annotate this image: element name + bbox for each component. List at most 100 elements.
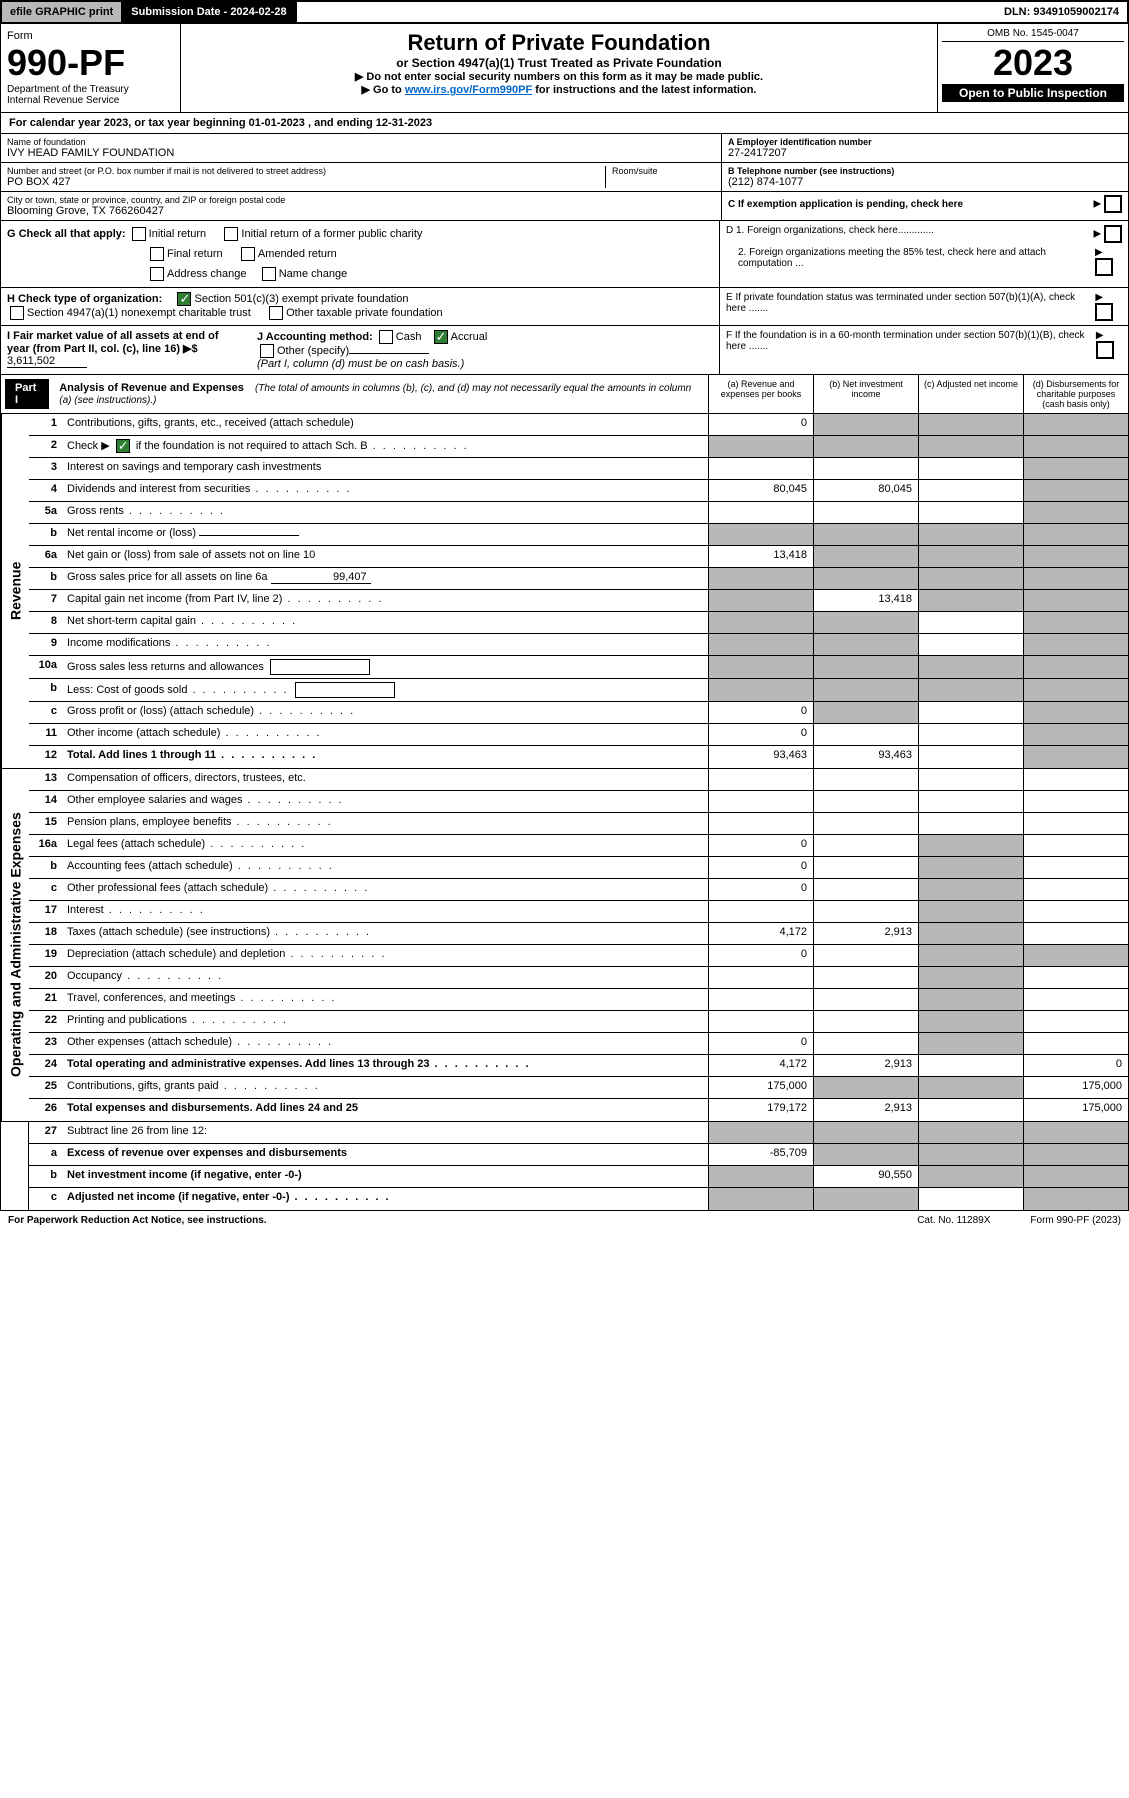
line-10c: Gross profit or (loss) (attach schedule) bbox=[63, 702, 708, 723]
j-note: (Part I, column (d) must be on cash basi… bbox=[257, 358, 464, 370]
accrual-checkbox[interactable] bbox=[434, 330, 448, 344]
line-14: Other employee salaries and wages bbox=[63, 791, 708, 812]
line-27c: Adjusted net income (if negative, enter … bbox=[63, 1188, 708, 1210]
form-footer: Form 990-PF (2023) bbox=[1030, 1215, 1121, 1226]
form990pf-link[interactable]: www.irs.gov/Form990PF bbox=[405, 84, 532, 96]
omb-number: OMB No. 1545-0047 bbox=[942, 28, 1124, 42]
h2-checkbox[interactable] bbox=[10, 306, 24, 320]
part1-label: Part I bbox=[5, 379, 49, 409]
line-27b: Net investment income (if negative, ente… bbox=[63, 1166, 708, 1187]
amended-return-checkbox[interactable] bbox=[241, 247, 255, 261]
city-label: City or town, state or province, country… bbox=[7, 195, 715, 205]
initial-return-checkbox[interactable] bbox=[132, 227, 146, 241]
line-9: Income modifications bbox=[63, 634, 708, 655]
d1-checkbox[interactable] bbox=[1104, 225, 1122, 243]
d1-label: D 1. Foreign organizations, check here..… bbox=[726, 225, 934, 243]
open-public: Open to Public Inspection bbox=[942, 84, 1124, 102]
line-8: Net short-term capital gain bbox=[63, 612, 708, 633]
col-b-header: (b) Net investment income bbox=[813, 375, 918, 413]
ein-label: A Employer identification number bbox=[728, 137, 1122, 147]
g-label: G Check all that apply: bbox=[7, 228, 126, 240]
line-23: Other expenses (attach schedule) bbox=[63, 1033, 708, 1054]
f-label: F If the foundation is in a 60-month ter… bbox=[726, 330, 1096, 370]
cash-checkbox[interactable] bbox=[379, 330, 393, 344]
phone-value: (212) 874-1077 bbox=[728, 176, 1122, 188]
ssn-note: ▶ Do not enter social security numbers o… bbox=[187, 70, 931, 83]
i-value: 3,611,502 bbox=[7, 355, 87, 368]
line-18: Taxes (attach schedule) (see instruction… bbox=[63, 923, 708, 944]
e-checkbox[interactable] bbox=[1095, 303, 1113, 321]
form-subtitle: or Section 4947(a)(1) Trust Treated as P… bbox=[187, 56, 931, 70]
expenses-section: Operating and Administrative Expenses 13… bbox=[0, 769, 1129, 1122]
foundation-info: Name of foundation IVY HEAD FAMILY FOUND… bbox=[0, 134, 1129, 221]
form-header: Form 990-PF Department of the Treasury I… bbox=[0, 24, 1129, 113]
line-5b: Net rental income or (loss) bbox=[63, 524, 708, 545]
form-word: Form bbox=[7, 30, 174, 42]
name-change-checkbox[interactable] bbox=[262, 267, 276, 281]
section-g: G Check all that apply: Initial return I… bbox=[0, 221, 1129, 288]
line-6a: Net gain or (loss) from sale of assets n… bbox=[63, 546, 708, 567]
line-3: Interest on savings and temporary cash i… bbox=[63, 458, 708, 479]
c-label: C If exemption application is pending, c… bbox=[728, 199, 963, 210]
line-24: Total operating and administrative expen… bbox=[63, 1055, 708, 1076]
revenue-section: Revenue 1Contributions, gifts, grants, e… bbox=[0, 414, 1129, 769]
line-7: Capital gain net income (from Part IV, l… bbox=[63, 590, 708, 611]
irs: Internal Revenue Service bbox=[7, 95, 174, 106]
tax-year: 2023 bbox=[942, 42, 1124, 84]
line-10a: Gross sales less returns and allowances bbox=[63, 656, 708, 678]
i-label: I Fair market value of all assets at end… bbox=[7, 330, 219, 355]
foundation-name: IVY HEAD FAMILY FOUNDATION bbox=[7, 147, 715, 159]
form-title: Return of Private Foundation bbox=[187, 30, 931, 56]
final-return-checkbox[interactable] bbox=[150, 247, 164, 261]
j-label: J Accounting method: bbox=[257, 331, 373, 343]
line-11: Other income (attach schedule) bbox=[63, 724, 708, 745]
part1-header-row: Part I Analysis of Revenue and Expenses … bbox=[0, 375, 1129, 414]
line-1: Contributions, gifts, grants, etc., rece… bbox=[63, 414, 708, 435]
line-16a: Legal fees (attach schedule) bbox=[63, 835, 708, 856]
line-6b: Gross sales price for all assets on line… bbox=[63, 568, 708, 589]
goto-note: ▶ Go to www.irs.gov/Form990PF for instru… bbox=[187, 83, 931, 96]
cat-no: Cat. No. 11289X bbox=[917, 1215, 990, 1226]
section-ij: I Fair market value of all assets at end… bbox=[0, 326, 1129, 375]
line-5a: Gross rents bbox=[63, 502, 708, 523]
initial-former-checkbox[interactable] bbox=[224, 227, 238, 241]
room-label: Room/suite bbox=[612, 166, 715, 176]
col-d-header: (d) Disbursements for charitable purpose… bbox=[1023, 375, 1128, 413]
foundation-address: PO BOX 427 bbox=[7, 176, 605, 188]
col-a-header: (a) Revenue and expenses per books bbox=[708, 375, 813, 413]
h1-checkbox[interactable] bbox=[177, 292, 191, 306]
line-20: Occupancy bbox=[63, 967, 708, 988]
schb-checkbox[interactable] bbox=[116, 439, 130, 453]
other-checkbox[interactable] bbox=[260, 344, 274, 358]
h-label: H Check type of organization: bbox=[7, 293, 162, 305]
expenses-side-label: Operating and Administrative Expenses bbox=[1, 769, 29, 1121]
f-checkbox[interactable] bbox=[1096, 341, 1114, 359]
line-13: Compensation of officers, directors, tru… bbox=[63, 769, 708, 790]
line-2: Check ▶ if the foundation is not require… bbox=[63, 436, 708, 457]
line-17: Interest bbox=[63, 901, 708, 922]
h3-checkbox[interactable] bbox=[269, 306, 283, 320]
section-h: H Check type of organization: Section 50… bbox=[0, 288, 1129, 326]
c-checkbox[interactable] bbox=[1104, 195, 1122, 213]
d2-checkbox[interactable] bbox=[1095, 258, 1113, 276]
line-22: Printing and publications bbox=[63, 1011, 708, 1032]
address-change-checkbox[interactable] bbox=[150, 267, 164, 281]
dln: DLN: 93491059002174 bbox=[996, 2, 1127, 22]
line-15: Pension plans, employee benefits bbox=[63, 813, 708, 834]
foundation-city: Blooming Grove, TX 766260427 bbox=[7, 205, 715, 217]
line-26: Total expenses and disbursements. Add li… bbox=[63, 1099, 708, 1121]
phone-label: B Telephone number (see instructions) bbox=[728, 166, 1122, 176]
efile-label[interactable]: efile GRAPHIC print bbox=[2, 2, 123, 22]
calendar-year-row: For calendar year 2023, or tax year begi… bbox=[0, 113, 1129, 134]
line-16c: Other professional fees (attach schedule… bbox=[63, 879, 708, 900]
line-25: Contributions, gifts, grants paid bbox=[63, 1077, 708, 1098]
name-label: Name of foundation bbox=[7, 137, 715, 147]
line-16b: Accounting fees (attach schedule) bbox=[63, 857, 708, 878]
paperwork-notice: For Paperwork Reduction Act Notice, see … bbox=[8, 1215, 267, 1226]
ein-value: 27-2417207 bbox=[728, 147, 1122, 159]
part1-title: Analysis of Revenue and Expenses bbox=[59, 382, 244, 394]
line-10b: Less: Cost of goods sold bbox=[63, 679, 708, 701]
footer: For Paperwork Reduction Act Notice, see … bbox=[0, 1211, 1129, 1230]
line-19: Depreciation (attach schedule) and deple… bbox=[63, 945, 708, 966]
line-21: Travel, conferences, and meetings bbox=[63, 989, 708, 1010]
